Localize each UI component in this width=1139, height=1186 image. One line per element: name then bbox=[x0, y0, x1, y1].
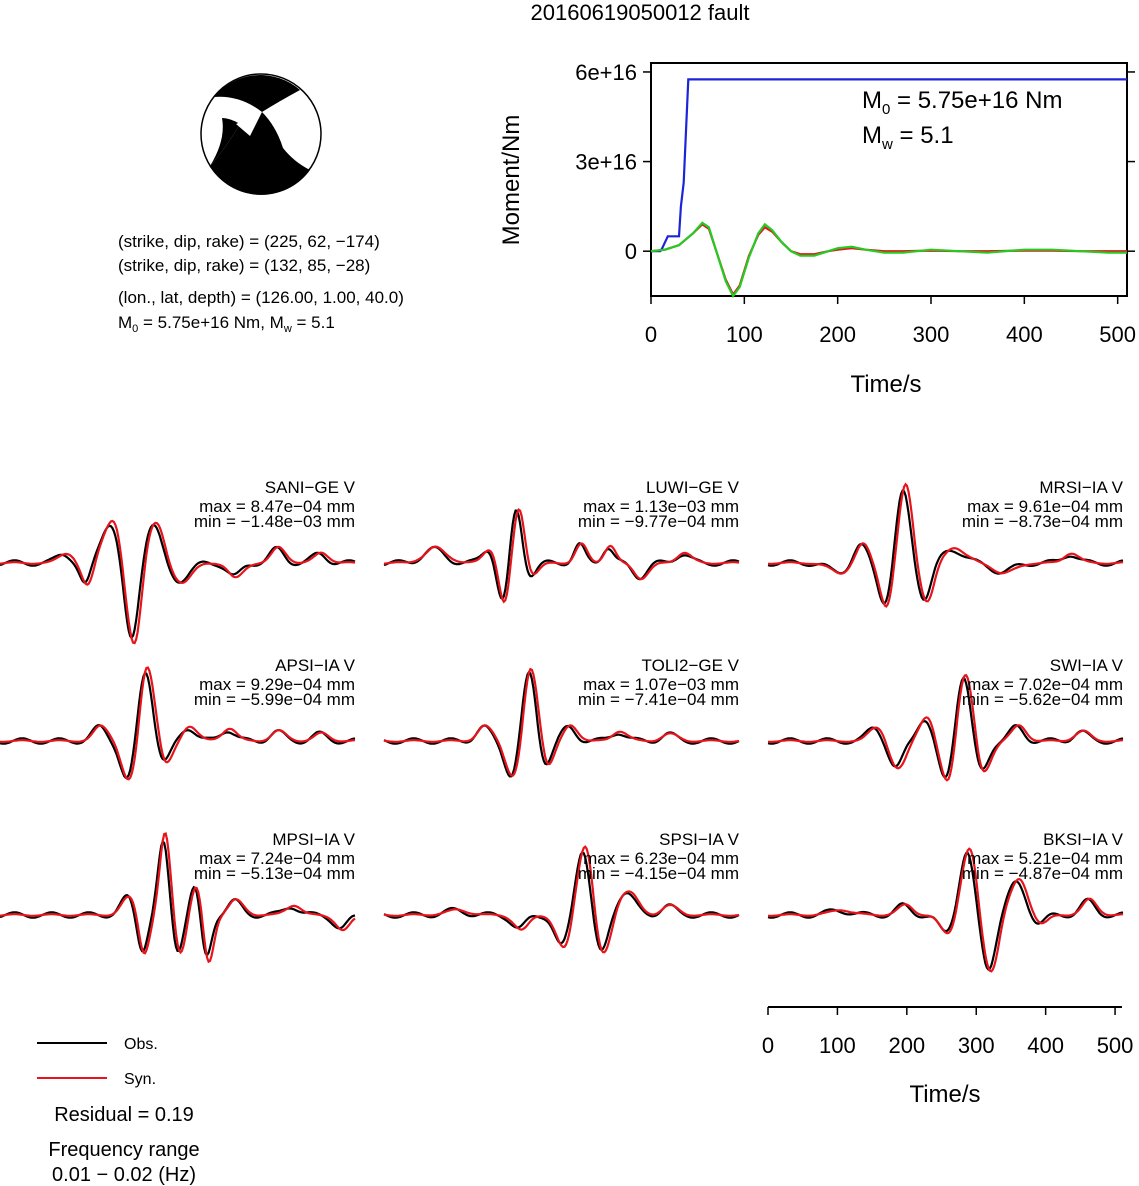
station-max: max = 1.07e−03 mm bbox=[583, 675, 739, 694]
moment-rate-red-line bbox=[650, 222, 1127, 297]
moment-xtick-label: 500 bbox=[1099, 322, 1136, 347]
waveform-xtick-label: 500 bbox=[1097, 1033, 1134, 1058]
waveform-xtick-label: 300 bbox=[958, 1033, 995, 1058]
waveform-xtick-label: 200 bbox=[888, 1033, 925, 1058]
station-name: BKSI−IA V bbox=[1043, 830, 1124, 849]
waveform-xtick-label: 400 bbox=[1027, 1033, 1064, 1058]
moment-plot-frame bbox=[650, 62, 1128, 297]
moment-mw-annotation: Mw = 5.1 bbox=[862, 122, 954, 153]
station-max: max = 9.61e−04 mm bbox=[967, 497, 1123, 516]
station-max: max = 6.23e−04 mm bbox=[583, 849, 739, 868]
station-min: min = −4.87e−04 mm bbox=[962, 864, 1123, 883]
station-max: max = 5.21e−04 mm bbox=[967, 849, 1123, 868]
frequency-title: Frequency range bbox=[48, 1139, 199, 1161]
figure-title: 20160619050012 fault bbox=[531, 0, 750, 25]
synthetic-trace bbox=[767, 847, 1124, 973]
moment-xtick-label: 100 bbox=[726, 322, 763, 347]
moment-ytick-label: 3e+16 bbox=[575, 150, 637, 175]
moment-ylabel: Moment/Nm bbox=[498, 115, 525, 246]
station-min: min = −4.15e−04 mm bbox=[578, 864, 739, 883]
moment-xtick-label: 0 bbox=[645, 322, 657, 347]
station-max: max = 7.24e−04 mm bbox=[199, 849, 355, 868]
synthetic-trace bbox=[383, 845, 740, 954]
mechanism-line-3: (lon., lat, depth) = (126.00, 1.00, 40.0… bbox=[118, 288, 404, 307]
waveform-time-axis: Time/s 0 100 200 300 400 500 bbox=[762, 1006, 1134, 1108]
station-min: min = −7.41e−04 mm bbox=[578, 690, 739, 709]
observed-trace bbox=[0, 523, 356, 640]
station-min: min = −5.62e−04 mm bbox=[962, 690, 1123, 709]
synthetic-trace bbox=[767, 482, 1124, 608]
station-name: APSI−IA V bbox=[275, 656, 356, 675]
station-min: min = −5.99e−04 mm bbox=[194, 690, 355, 709]
station-min: min = −5.13e−04 mm bbox=[194, 864, 355, 883]
moment-m0-annotation: M0 = 5.75e+16 Nm bbox=[862, 87, 1062, 118]
frequency-value: 0.01 − 0.02 (Hz) bbox=[52, 1164, 196, 1186]
moment-xtick-label: 300 bbox=[913, 322, 950, 347]
station-max: max = 9.29e−04 mm bbox=[199, 675, 355, 694]
station-name: SWI−IA V bbox=[1050, 656, 1124, 675]
station-min: min = −9.77e−04 mm bbox=[578, 512, 739, 531]
synthetic-trace bbox=[767, 674, 1124, 782]
observed-trace bbox=[0, 671, 356, 779]
station-name: LUWI−GE V bbox=[646, 478, 740, 497]
moment-ytick-label: 6e+16 bbox=[575, 60, 637, 85]
moment-xlabel: Time/s bbox=[850, 371, 921, 398]
synthetic-trace bbox=[0, 519, 356, 645]
legend-syn-label: Syn. bbox=[124, 1071, 156, 1088]
station-max: max = 1.13e−03 mm bbox=[583, 497, 739, 516]
station-name: TOLI2−GE V bbox=[642, 656, 740, 675]
observed-trace bbox=[383, 509, 740, 601]
mechanism-line-2: (strike, dip, rake) = (132, 85, −28) bbox=[118, 256, 370, 275]
mechanism-moment: M0 = 5.75e+16 Nm, Mw = 5.1 bbox=[118, 313, 335, 335]
station-min: min = −8.73e−04 mm bbox=[962, 512, 1123, 531]
moment-rate-green-line bbox=[650, 221, 1127, 299]
waveform-xlabel: Time/s bbox=[909, 1081, 980, 1108]
mechanism-line-1: (strike, dip, rake) = (225, 62, −174) bbox=[118, 232, 380, 251]
synthetic-trace bbox=[0, 832, 356, 964]
residual-text: Residual = 0.19 bbox=[54, 1104, 194, 1126]
station-name: MPSI−IA V bbox=[272, 830, 355, 849]
legend: Obs. Syn. Residual = 0.19 Frequency rang… bbox=[37, 1036, 200, 1186]
moment-xtick-label: 200 bbox=[819, 322, 856, 347]
waveform-xtick-label: 0 bbox=[762, 1033, 774, 1058]
waveform-xtick-label: 100 bbox=[819, 1033, 856, 1058]
synthetic-trace bbox=[383, 667, 740, 777]
legend-obs-label: Obs. bbox=[124, 1036, 158, 1053]
station-min: min = −1.48e−03 mm bbox=[194, 512, 355, 531]
station-name: SANI−GE V bbox=[265, 478, 356, 497]
moment-plot: 6e+16 3e+16 0 0 100 200 300 400 500 Moment/Nm Ti… bbox=[498, 60, 1136, 398]
synthetic-trace bbox=[383, 508, 740, 604]
synthetic-trace bbox=[0, 666, 356, 781]
station-name: MRSI−IA V bbox=[1039, 478, 1123, 497]
station-max: max = 8.47e−04 mm bbox=[199, 497, 355, 516]
moment-xtick-label: 400 bbox=[1006, 322, 1043, 347]
beachball-icon bbox=[200, 73, 322, 195]
station-name: SPSI−IA V bbox=[659, 830, 740, 849]
station-max: max = 7.02e−04 mm bbox=[967, 675, 1123, 694]
moment-ytick-label: 0 bbox=[625, 239, 637, 264]
